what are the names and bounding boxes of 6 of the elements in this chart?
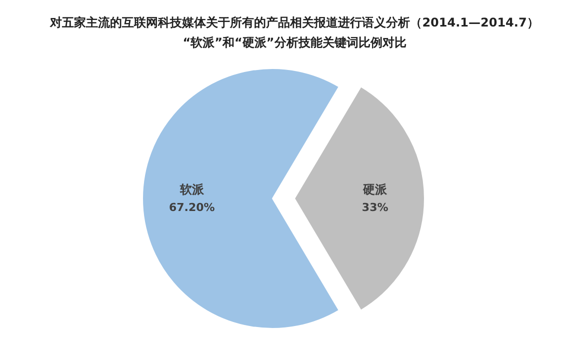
slice-label: 软派 [178,182,205,196]
data-label: 67.20% [168,201,215,214]
chart-title: 对五家主流的互联网科技媒体关于所有的产品相关报道进行语义分析（2014.1—2014.7） [49,16,539,30]
slice-label: 硬派 [362,182,388,196]
data-label: 33% [362,201,388,214]
chart-subtitle: “软派”和“硬派”分析技能关键词比例对比 [182,36,406,50]
